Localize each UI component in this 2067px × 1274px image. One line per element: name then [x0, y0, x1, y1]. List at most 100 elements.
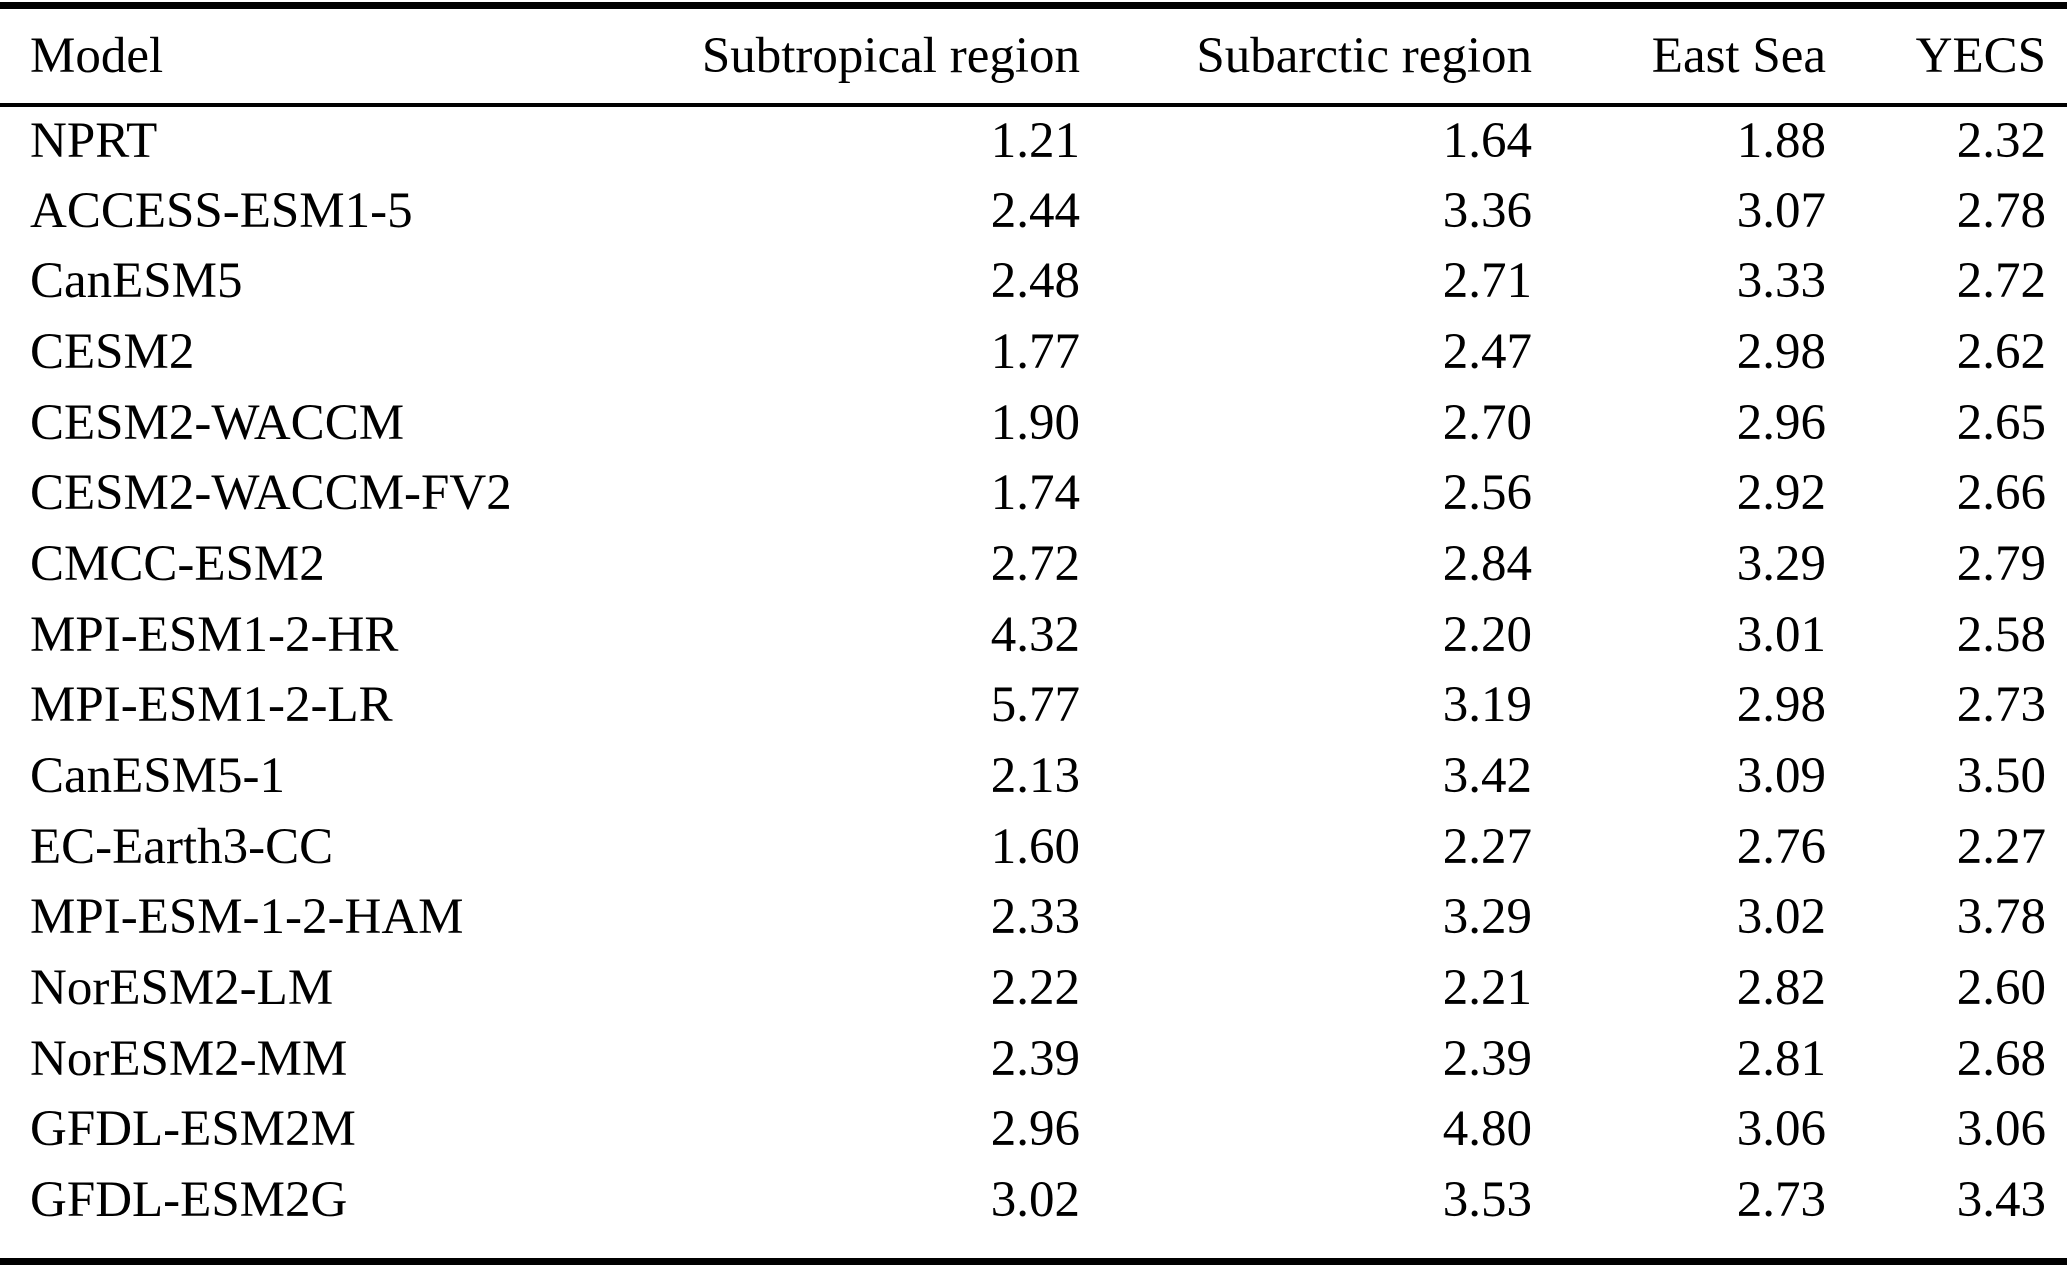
model-name-cell: CanESM5-1 — [30, 748, 285, 805]
value-cell: 1.88 — [1736, 112, 1826, 169]
model-name-cell: NorESM2-LM — [30, 960, 334, 1017]
table-row: CESM2 1.77 2.47 2.98 2.62 — [0, 317, 2067, 388]
model-name-cell: NorESM2-MM — [30, 1030, 348, 1087]
value-cell: 1.90 — [990, 394, 1080, 451]
model-name-cell: MPI-ESM1-2-HR — [30, 606, 399, 663]
table-row: EC-Earth3-CC 1.60 2.27 2.76 2.27 — [0, 812, 2067, 883]
model-name-cell: GFDL-ESM2M — [30, 1101, 356, 1158]
table-row: NorESM2-MM 2.39 2.39 2.81 2.68 — [0, 1024, 2067, 1095]
column-header-subarctic-region: Subarctic region — [1080, 9, 1532, 107]
table-row: CanESM5-1 2.13 3.42 3.09 3.50 — [0, 741, 2067, 812]
value-cell: 2.33 — [990, 889, 1080, 946]
value-cell: 2.78 — [1956, 182, 2046, 239]
value-cell: 2.96 — [1736, 394, 1826, 451]
value-cell: 2.39 — [1442, 1030, 1532, 1087]
value-cell: 4.80 — [1442, 1101, 1532, 1158]
model-name-cell: CESM2 — [30, 323, 195, 380]
value-cell: 1.74 — [990, 465, 1080, 522]
value-cell: 2.62 — [1956, 323, 2046, 380]
value-cell: 2.96 — [990, 1101, 1080, 1158]
value-cell: 2.73 — [1736, 1172, 1826, 1229]
value-cell: 3.33 — [1736, 253, 1826, 310]
value-cell: 3.02 — [1736, 889, 1826, 946]
value-cell: 2.65 — [1956, 394, 2046, 451]
value-cell: 2.73 — [1956, 677, 2046, 734]
value-cell: 2.22 — [990, 960, 1080, 1017]
table-top-rule — [0, 2, 2067, 9]
value-cell: 2.56 — [1442, 465, 1532, 522]
value-cell: 3.02 — [990, 1172, 1080, 1229]
value-cell: 2.92 — [1736, 465, 1826, 522]
table-row: MPI-ESM1-2-HR 4.32 2.20 3.01 2.58 — [0, 600, 2067, 671]
model-name-cell: CanESM5 — [30, 253, 243, 310]
model-name-cell: EC-Earth3-CC — [30, 818, 334, 875]
value-cell: 2.68 — [1956, 1030, 2046, 1087]
value-cell: 3.42 — [1442, 748, 1532, 805]
table-row: GFDL-ESM2M 2.96 4.80 3.06 3.06 — [0, 1095, 2067, 1166]
value-cell: 2.79 — [1956, 535, 2046, 592]
value-cell: 3.01 — [1736, 606, 1826, 663]
value-cell: 2.98 — [1736, 323, 1826, 380]
model-name-cell: MPI-ESM-1-2-HAM — [30, 889, 464, 946]
value-cell: 2.21 — [1442, 960, 1532, 1017]
table-header-row: Model Subtropical region Subarctic regio… — [0, 9, 2067, 107]
value-cell: 2.48 — [990, 253, 1080, 310]
value-cell: 3.19 — [1442, 677, 1532, 734]
table-row: NorESM2-LM 2.22 2.21 2.82 2.60 — [0, 953, 2067, 1024]
table-header: Model Subtropical region Subarctic regio… — [0, 9, 2067, 107]
value-cell: 2.27 — [1956, 818, 2046, 875]
table-row: CMCC-ESM2 2.72 2.84 3.29 2.79 — [0, 529, 2067, 600]
value-cell: 1.60 — [990, 818, 1080, 875]
value-cell: 2.72 — [990, 535, 1080, 592]
value-cell: 2.72 — [1956, 253, 2046, 310]
value-cell: 3.06 — [1956, 1101, 2046, 1158]
table-row: NPRT 1.21 1.64 1.88 2.32 — [0, 105, 2067, 176]
value-cell: 2.13 — [990, 748, 1080, 805]
value-cell: 2.66 — [1956, 465, 2046, 522]
table-row: MPI-ESM1-2-LR 5.77 3.19 2.98 2.73 — [0, 671, 2067, 742]
model-name-cell: ACCESS-ESM1-5 — [30, 182, 413, 239]
value-cell: 4.32 — [990, 606, 1080, 663]
value-cell: 3.53 — [1442, 1172, 1532, 1229]
value-cell: 2.81 — [1736, 1030, 1826, 1087]
value-cell: 2.27 — [1442, 818, 1532, 875]
value-cell: 3.29 — [1736, 535, 1826, 592]
value-cell: 3.78 — [1956, 889, 2046, 946]
model-region-data-table: Model Subtropical region Subarctic regio… — [0, 9, 2067, 1236]
table-row: CanESM5 2.48 2.71 3.33 2.72 — [0, 246, 2067, 317]
value-cell: 1.77 — [990, 323, 1080, 380]
table-row: GFDL-ESM2G 3.02 3.53 2.73 3.43 — [0, 1165, 2067, 1236]
value-cell: 3.06 — [1736, 1101, 1826, 1158]
value-cell: 3.29 — [1442, 889, 1532, 946]
value-cell: 2.84 — [1442, 535, 1532, 592]
value-cell: 3.09 — [1736, 748, 1826, 805]
value-cell: 3.43 — [1956, 1172, 2046, 1229]
value-cell: 2.20 — [1442, 606, 1532, 663]
column-header-subtropical-region: Subtropical region — [480, 9, 1080, 107]
table-row: CESM2-WACCM-FV2 1.74 2.56 2.92 2.66 — [0, 458, 2067, 529]
value-cell: 2.71 — [1442, 253, 1532, 310]
value-cell: 2.58 — [1956, 606, 2046, 663]
value-cell: 2.60 — [1956, 960, 2046, 1017]
value-cell: 2.44 — [990, 182, 1080, 239]
model-name-cell: CESM2-WACCM-FV2 — [30, 465, 512, 522]
table-body: NPRT 1.21 1.64 1.88 2.32 ACCESS-ESM1-5 2.44 3.3… — [0, 105, 2067, 1236]
column-header-model: Model — [0, 9, 480, 107]
value-cell: 1.21 — [990, 112, 1080, 169]
model-name-cell: GFDL-ESM2G — [30, 1172, 348, 1229]
value-cell: 2.70 — [1442, 394, 1532, 451]
value-cell: 3.07 — [1736, 182, 1826, 239]
model-name-cell: CMCC-ESM2 — [30, 535, 325, 592]
value-cell: 1.64 — [1442, 112, 1532, 169]
value-cell: 3.36 — [1442, 182, 1532, 239]
table-row: ACCESS-ESM1-5 2.44 3.36 3.07 2.78 — [0, 176, 2067, 247]
table-row: MPI-ESM-1-2-HAM 2.33 3.29 3.02 3.78 — [0, 883, 2067, 954]
model-name-cell: MPI-ESM1-2-LR — [30, 677, 393, 734]
value-cell: 2.98 — [1736, 677, 1826, 734]
value-cell: 2.76 — [1736, 818, 1826, 875]
table-row: CESM2-WACCM 1.90 2.70 2.96 2.65 — [0, 388, 2067, 459]
value-cell: 3.50 — [1956, 748, 2046, 805]
model-name-cell: NPRT — [30, 112, 158, 169]
table-bottom-rule — [0, 1258, 2067, 1265]
